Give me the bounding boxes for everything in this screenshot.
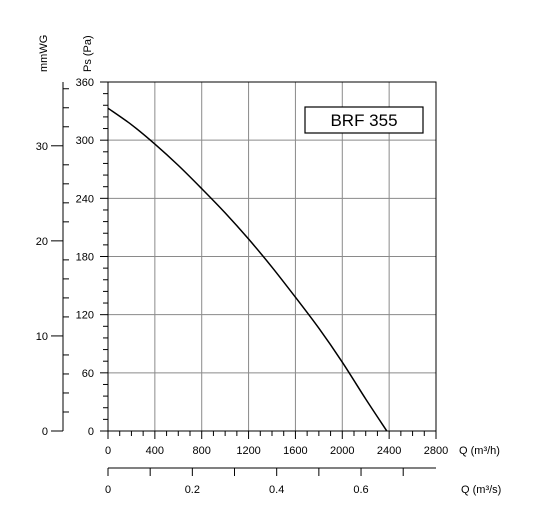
- y-tick-label-pa: 180: [76, 252, 94, 264]
- x-axis-title-m3s: Q (m³/s): [461, 484, 501, 496]
- series-line: [107, 107, 388, 432]
- y-axis-title-pa: Ps (Pa): [82, 35, 94, 72]
- x-tick-label-m3h: 2400: [377, 445, 401, 457]
- m3s-tick-label: 0.4: [269, 484, 284, 496]
- m3h-tick-labels: 0 400 800 1200 1600 2000 2400 2800: [105, 445, 448, 457]
- x-tick-label-m3h: 2800: [424, 445, 448, 457]
- x-tick-label-m3h: 1200: [236, 445, 260, 457]
- minor-ticks: [100, 81, 437, 439]
- y-tick-label-pa: 60: [82, 368, 94, 380]
- mmwg-tick-label: 0: [42, 426, 48, 438]
- model-label-frame: [304, 106, 424, 134]
- x-tick-label-m3h: 1600: [283, 445, 307, 457]
- mmwg-axis: 0 10 20 30: [36, 82, 69, 438]
- y-tick-label-pa: 120: [76, 310, 94, 322]
- x-tick-label-m3h: 0: [105, 445, 111, 457]
- m3s-tick-label: 0.6: [353, 484, 368, 496]
- y-tick-label-pa: 240: [76, 193, 94, 205]
- m3s-tick-label: 0: [105, 484, 111, 496]
- y-tick-label-pa: 0: [88, 426, 94, 438]
- y-axis-title-mmwg: mmWG: [38, 35, 50, 72]
- model-label: BRF 355: [330, 111, 397, 130]
- mmwg-tick-label: 10: [36, 331, 48, 343]
- x-tick-label-m3h: 2000: [330, 445, 354, 457]
- mmwg-tick-label: 30: [36, 141, 48, 153]
- y-tick-label-pa: 360: [76, 77, 94, 89]
- m3s-axis: 0 0.2 0.4 0.6: [105, 467, 436, 496]
- y-tick-label-pa: 300: [76, 135, 94, 147]
- x-tick-label-m3h: 800: [193, 445, 211, 457]
- pa-tick-labels: 0 60 120 180 240 300 360: [76, 77, 94, 438]
- x-tick-label-m3h: 400: [146, 445, 164, 457]
- x-axis-title-m3h: Q (m³/h): [459, 445, 500, 457]
- model-label-box: BRF 355: [304, 106, 424, 134]
- m3s-tick-label: 0.2: [185, 484, 200, 496]
- grid-lines: [107, 81, 437, 432]
- series-lines: [107, 107, 388, 432]
- mmwg-tick-label: 20: [36, 236, 48, 248]
